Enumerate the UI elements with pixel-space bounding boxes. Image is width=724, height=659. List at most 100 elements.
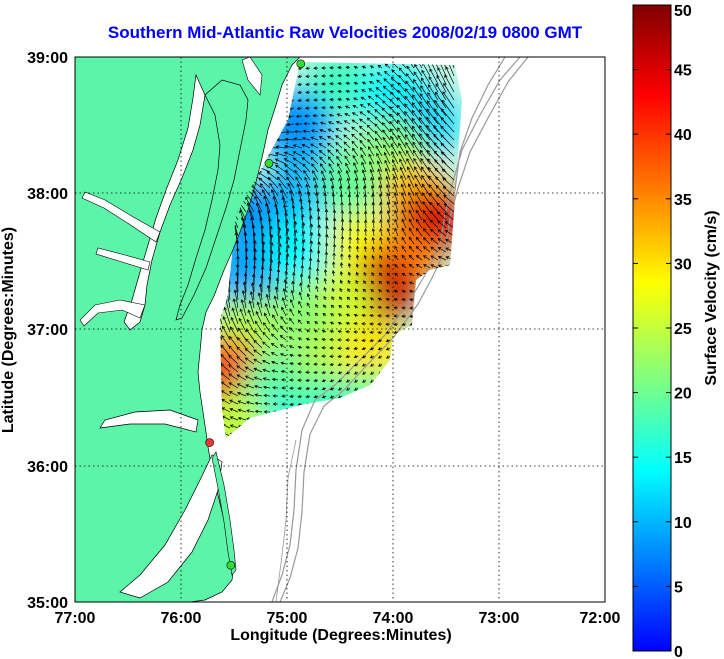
velocity-arrow [440, 142, 455, 157]
velocity-arrow [289, 370, 295, 374]
velocity-arrow [272, 386, 279, 390]
velocity-arrow [243, 272, 248, 293]
velocity-arrow [321, 98, 327, 102]
velocity-arrow [340, 201, 344, 213]
velocity-arrow [315, 267, 320, 277]
velocity-arrow [360, 146, 367, 157]
velocity-arrow [269, 225, 273, 245]
velocity-arrow [377, 338, 383, 343]
velocity-arrow [278, 182, 287, 197]
velocity-arrow [313, 370, 319, 375]
velocity-arrow [377, 330, 383, 335]
velocity-arrow [359, 111, 367, 117]
velocity-arrow [427, 92, 439, 109]
velocity-arrow [340, 226, 345, 237]
velocity-arrow [408, 236, 415, 245]
velocity-arrow [413, 166, 423, 181]
velocity-arrow [384, 167, 391, 181]
velocity-arrow [250, 282, 255, 301]
velocity-arrow [262, 359, 271, 365]
land [75, 57, 301, 602]
velocity-arrow [323, 277, 327, 285]
velocity-arrow [401, 306, 407, 310]
velocity-arrow [385, 330, 391, 335]
velocity-arrow [332, 209, 337, 221]
velocity-arrow [229, 424, 239, 429]
velocity-arrow [281, 394, 287, 398]
velocity-arrow [353, 169, 359, 181]
velocity-arrow [329, 362, 335, 367]
velocity-arrow [351, 119, 359, 125]
velocity-arrow [299, 273, 304, 285]
velocity-arrow [280, 361, 287, 365]
velocity-arrow [253, 358, 263, 365]
velocity-arrow [346, 177, 351, 189]
velocity-arrow [236, 365, 247, 373]
velocity-arrow [321, 329, 327, 334]
velocity-arrow [297, 378, 303, 382]
velocity-arrow [382, 129, 391, 141]
velocity-arrow [257, 292, 263, 309]
velocity-arrow [401, 289, 407, 294]
velocity-arrow [434, 99, 447, 117]
colorbar: 0 5 10 15 20 25 30 35 40 45 50 Surface Velocity (c… [632, 3, 720, 659]
velocity-arrow [371, 236, 375, 245]
velocity-arrow [385, 322, 391, 326]
velocity-arrow [337, 74, 343, 78]
velocity-arrow [228, 364, 239, 373]
velocity-arrow [321, 337, 327, 342]
velocity-arrow [368, 80, 375, 85]
velocity-arrow [444, 74, 455, 93]
velocity-arrow [345, 354, 351, 359]
velocity-arrow [295, 176, 303, 189]
colorbar-tick-label: 15 [674, 450, 692, 467]
velocity-arrow [353, 330, 359, 334]
velocity-arrow [275, 145, 287, 149]
velocity-arrow [276, 218, 281, 237]
velocity-arrow [292, 271, 296, 285]
velocity-arrow [328, 113, 335, 118]
velocity-arrow [375, 87, 383, 93]
velocity-arrow [415, 227, 423, 237]
velocity-arrow [392, 175, 399, 189]
velocity-arrow [301, 150, 311, 157]
velocity-arrow [378, 280, 383, 285]
velocity-arrow [229, 335, 239, 349]
velocity-arrow [444, 221, 455, 229]
velocity-arrow [299, 282, 303, 293]
velocity-arrow [237, 416, 247, 421]
velocity-arrow [254, 330, 263, 341]
colorbar-tick-label: 30 [674, 256, 692, 273]
velocity-arrow [393, 306, 399, 310]
velocity-arrow [329, 379, 335, 383]
velocity-arrow [289, 386, 295, 390]
velocity-arrow [239, 308, 247, 325]
velocity-arrow [359, 132, 367, 141]
velocity-arrow [329, 329, 335, 334]
velocity-arrow [361, 313, 367, 318]
velocity-arrow [297, 353, 303, 358]
velocity-arrow [228, 354, 239, 365]
velocity-arrow [374, 108, 383, 117]
velocity-arrow [374, 123, 383, 133]
velocity-arrow [386, 201, 391, 213]
velocity-arrow [321, 90, 327, 94]
velocity-arrow [346, 305, 351, 309]
velocity-arrow [330, 304, 335, 309]
velocity-arrow [421, 183, 431, 197]
velocity-arrow [378, 363, 383, 367]
velocity-arrow [301, 157, 311, 165]
outer-banks [211, 451, 237, 576]
velocity-arrow [371, 254, 375, 261]
velocity-arrow [322, 312, 327, 317]
velocity-arrow [429, 219, 439, 229]
york-james-river [79, 299, 146, 327]
velocity-arrow [379, 245, 383, 253]
velocity-arrow [390, 76, 399, 85]
velocity-arrow [337, 89, 343, 94]
velocity-arrow [363, 254, 368, 261]
velocity-arrow [289, 394, 295, 398]
velocity-arrow [288, 327, 295, 333]
velocity-arrow [302, 163, 311, 173]
velocity-arrow [363, 263, 368, 269]
